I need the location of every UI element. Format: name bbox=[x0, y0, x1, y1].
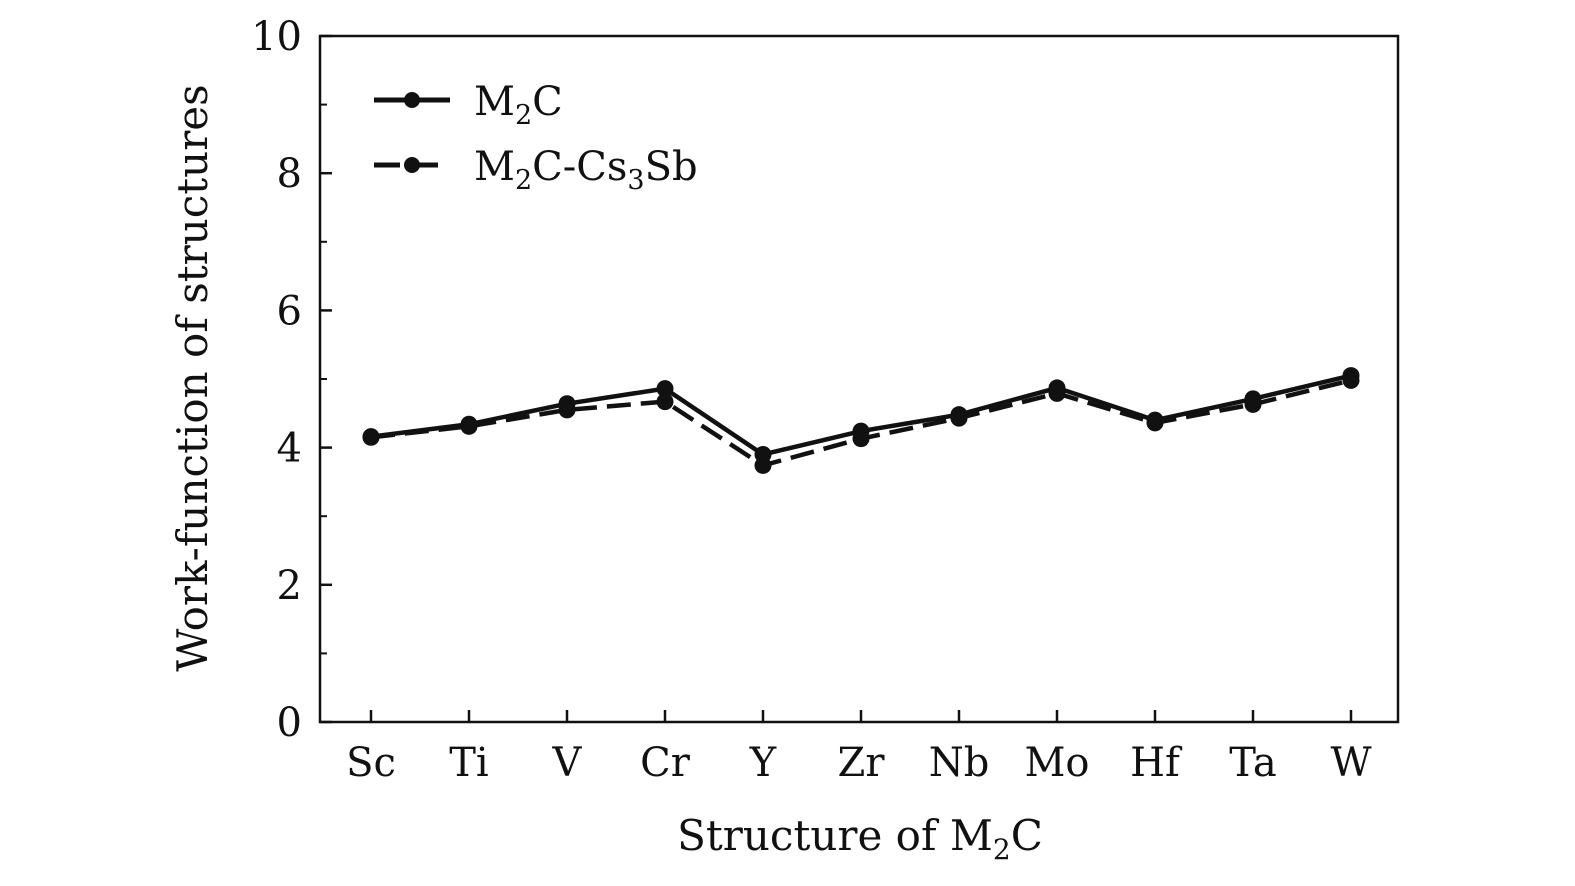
legend-label-m2c: M2C bbox=[474, 79, 563, 131]
legend-label-m2c-cs3sb: M2C-Cs3Sb bbox=[474, 144, 698, 196]
x-tick-label-mo: Mo bbox=[1024, 740, 1089, 786]
point-m2c-cs3sb-w bbox=[1342, 371, 1360, 389]
x-axis-title-main: Structure of M bbox=[677, 811, 993, 860]
legend-label-cs3sb-sub2: 3 bbox=[627, 165, 644, 196]
plot-border bbox=[318, 34, 1400, 724]
point-m2c-cs3sb-cr bbox=[656, 393, 674, 411]
point-m2c-cs3sb-y bbox=[754, 456, 772, 474]
y-tick-label-10: 10 bbox=[251, 14, 302, 60]
y-tick-label-0: 0 bbox=[277, 700, 302, 746]
point-m2c-cs3sb-mo bbox=[1048, 384, 1066, 402]
x-tick-label-ti: Ti bbox=[449, 740, 488, 786]
legend-label-cs3sb-part3: Sb bbox=[645, 144, 698, 190]
x-axis-title-subscript: 2 bbox=[993, 833, 1011, 866]
point-m2c-cs3sb-sc bbox=[362, 428, 380, 446]
legend-label-cs3sb-part2: C-Cs bbox=[532, 144, 627, 190]
point-m2c-cs3sb-ta bbox=[1244, 395, 1262, 413]
plot-area bbox=[318, 34, 1400, 724]
legend-label-cs3sb-sub1: 2 bbox=[515, 165, 532, 196]
series-layer bbox=[362, 367, 1360, 474]
y-axis-title: Work-function of structures bbox=[168, 84, 217, 671]
legend-marker-m2c-cs3sb bbox=[404, 157, 420, 173]
legend: M2C M2C-Cs3Sb bbox=[374, 79, 698, 196]
x-axis-title: Structure of M2C bbox=[677, 811, 1043, 866]
point-m2c-cs3sb-hf bbox=[1146, 414, 1164, 432]
x-tick-label-sc: Sc bbox=[346, 740, 396, 786]
x-axis-title-tail: C bbox=[1011, 811, 1043, 860]
x-tick-label-zr: Zr bbox=[838, 740, 886, 786]
x-tick-label-y: Y bbox=[749, 740, 777, 786]
legend-label-cs3sb-part1: M bbox=[474, 144, 515, 190]
x-tick-label-w: W bbox=[1330, 740, 1371, 786]
y-tick-label-4: 4 bbox=[277, 426, 302, 472]
legend-label-m2c-part1: M bbox=[474, 79, 515, 125]
x-tick-label-hf: Hf bbox=[1130, 740, 1183, 786]
point-m2c-cs3sb-zr bbox=[852, 430, 870, 448]
x-tick-label-nb: Nb bbox=[929, 740, 990, 786]
x-tick-label-cr: Cr bbox=[640, 740, 691, 786]
legend-label-m2c-part2: C bbox=[532, 79, 563, 125]
y-tick-label-6: 6 bbox=[277, 288, 302, 334]
y-tick-label-2: 2 bbox=[277, 563, 302, 609]
legend-item-m2c: M2C bbox=[374, 79, 563, 131]
legend-label-m2c-sub: 2 bbox=[515, 100, 532, 131]
x-tick-label-ta: Ta bbox=[1229, 740, 1276, 786]
legend-item-m2c-cs3sb: M2C-Cs3Sb bbox=[374, 144, 698, 196]
x-axis: Sc Ti V Cr Y Zr Nb Mo Hf Ta W bbox=[346, 710, 1372, 786]
point-m2c-cs3sb-nb bbox=[950, 409, 968, 427]
point-m2c-cr bbox=[656, 380, 674, 398]
x-tick-label-v: V bbox=[552, 740, 583, 786]
y-tick-label-8: 8 bbox=[277, 151, 302, 197]
legend-marker-m2c bbox=[404, 92, 420, 108]
y-axis: 0 2 4 6 8 10 bbox=[251, 14, 332, 746]
point-m2c-cs3sb-v bbox=[558, 401, 576, 419]
point-m2c-cs3sb-ti bbox=[460, 417, 478, 435]
